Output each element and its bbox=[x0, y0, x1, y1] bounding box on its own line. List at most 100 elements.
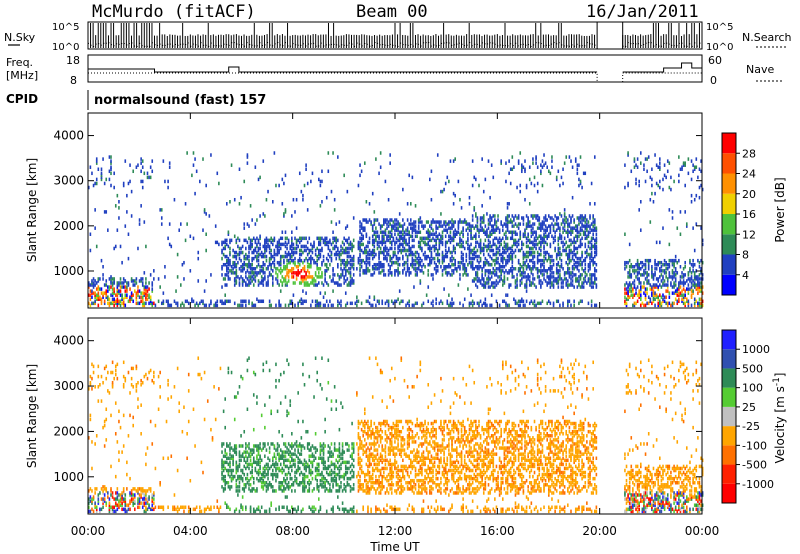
heatmap-cell bbox=[444, 244, 447, 249]
heatmap-cell bbox=[521, 242, 523, 247]
heatmap-cell bbox=[448, 246, 450, 251]
heatmap-cell bbox=[486, 303, 488, 308]
heatmap-cell bbox=[681, 271, 683, 275]
heatmap-cell bbox=[508, 269, 510, 273]
heatmap-cell bbox=[283, 212, 285, 216]
heatmap-cell bbox=[381, 242, 384, 247]
heatmap-cell bbox=[559, 265, 561, 269]
heatmap-cell bbox=[660, 273, 663, 277]
heatmap-cell bbox=[408, 267, 411, 271]
heatmap-cell bbox=[114, 491, 117, 495]
heatmap-cell bbox=[405, 271, 407, 275]
heatmap-cell bbox=[319, 301, 322, 306]
heatmap-cell bbox=[227, 230, 230, 234]
heatmap-cell bbox=[549, 228, 552, 232]
heatmap-cell bbox=[454, 193, 457, 198]
heatmap-cell bbox=[349, 267, 352, 271]
heatmap-cell bbox=[124, 509, 127, 514]
heatmap-cell bbox=[340, 244, 342, 249]
heatmap-cell bbox=[625, 301, 628, 306]
heatmap-cell bbox=[701, 277, 704, 281]
heatmap-cell bbox=[267, 265, 269, 269]
heatmap-cell bbox=[690, 193, 693, 198]
heatmap-cell bbox=[405, 232, 407, 237]
heatmap-cell bbox=[95, 434, 98, 438]
heatmap-cell bbox=[660, 301, 663, 306]
heatmap-cell bbox=[141, 303, 144, 308]
heatmap-cell bbox=[122, 491, 125, 495]
heatmap-cell bbox=[183, 260, 185, 265]
heatmap-cell bbox=[91, 301, 93, 306]
search-dot bbox=[579, 45, 581, 47]
heatmap-cell bbox=[141, 299, 144, 304]
heatmap-cell bbox=[284, 275, 287, 279]
heatmap-cell bbox=[536, 214, 539, 218]
heatmap-cell bbox=[116, 503, 119, 507]
heatmap-cell bbox=[351, 258, 353, 263]
heatmap-cell bbox=[141, 489, 144, 493]
heatmap-cell bbox=[563, 228, 566, 232]
heatmap-cell bbox=[417, 224, 420, 228]
heatmap-cell bbox=[595, 246, 598, 251]
heatmap-cell bbox=[340, 303, 342, 308]
heatmap-cell bbox=[697, 301, 699, 306]
heatmap-cell bbox=[481, 220, 483, 224]
search-dot bbox=[533, 44, 535, 46]
heatmap-cell bbox=[521, 297, 523, 302]
heatmap-cell bbox=[335, 256, 338, 261]
search-dot bbox=[121, 43, 123, 45]
heatmap-cell bbox=[571, 254, 574, 259]
heatmap-cell bbox=[498, 244, 501, 249]
heatmap-cell bbox=[119, 425, 122, 430]
heatmap-cell bbox=[543, 273, 545, 277]
heatmap-cell bbox=[568, 271, 571, 275]
heatmap-cell bbox=[457, 230, 460, 234]
heatmap-cell bbox=[527, 244, 529, 249]
heatmap-cell bbox=[459, 267, 461, 271]
heatmap-cell bbox=[649, 297, 652, 302]
search-dot bbox=[279, 44, 281, 46]
heatmap-cell bbox=[639, 200, 642, 204]
search-dot bbox=[346, 44, 348, 46]
heatmap-cell bbox=[317, 281, 320, 285]
heatmap-cell bbox=[581, 228, 583, 232]
heatmap-cell bbox=[625, 281, 628, 285]
heatmap-cell bbox=[525, 250, 528, 255]
heatmap-cell bbox=[311, 277, 314, 281]
heatmap-cell bbox=[541, 236, 544, 241]
heatmap-cell bbox=[89, 499, 92, 503]
heatmap-cell bbox=[671, 301, 674, 306]
heatmap-cell bbox=[337, 155, 339, 159]
heatmap-cell bbox=[203, 210, 206, 214]
heatmap-cell bbox=[310, 265, 312, 269]
heatmap-cell bbox=[562, 285, 564, 289]
heatmap-cell bbox=[595, 277, 598, 281]
heatmap-cell bbox=[332, 267, 334, 271]
heatmap-cell bbox=[555, 254, 558, 259]
heatmap-cell bbox=[678, 258, 680, 263]
heatmap-cell bbox=[549, 281, 552, 285]
heatmap-cell bbox=[141, 165, 144, 169]
heatmap-cell bbox=[419, 242, 422, 247]
heatmap-cell bbox=[657, 262, 660, 267]
heatmap-cell bbox=[557, 260, 560, 265]
heatmap-cell bbox=[316, 301, 319, 306]
heatmap-cell bbox=[700, 285, 702, 289]
heatmap-cell bbox=[471, 303, 474, 308]
heatmap-cell bbox=[133, 507, 136, 512]
heatmap-cell bbox=[394, 273, 396, 277]
heatmap-cell bbox=[422, 236, 425, 241]
heatmap-cell bbox=[300, 297, 303, 302]
heatmap-cell bbox=[627, 260, 629, 265]
heatmap-cell bbox=[562, 303, 564, 308]
heatmap-cell bbox=[349, 301, 352, 306]
heatmap-cell bbox=[352, 262, 355, 267]
search-dot bbox=[180, 43, 182, 45]
heatmap-cell bbox=[663, 271, 666, 275]
heatmap-cell bbox=[636, 258, 639, 263]
heatmap-cell bbox=[241, 277, 244, 281]
heatmap-cell bbox=[327, 267, 330, 271]
heatmap-cell bbox=[246, 265, 249, 269]
heatmap-cell bbox=[501, 254, 504, 259]
heatmap-cell bbox=[370, 303, 372, 308]
